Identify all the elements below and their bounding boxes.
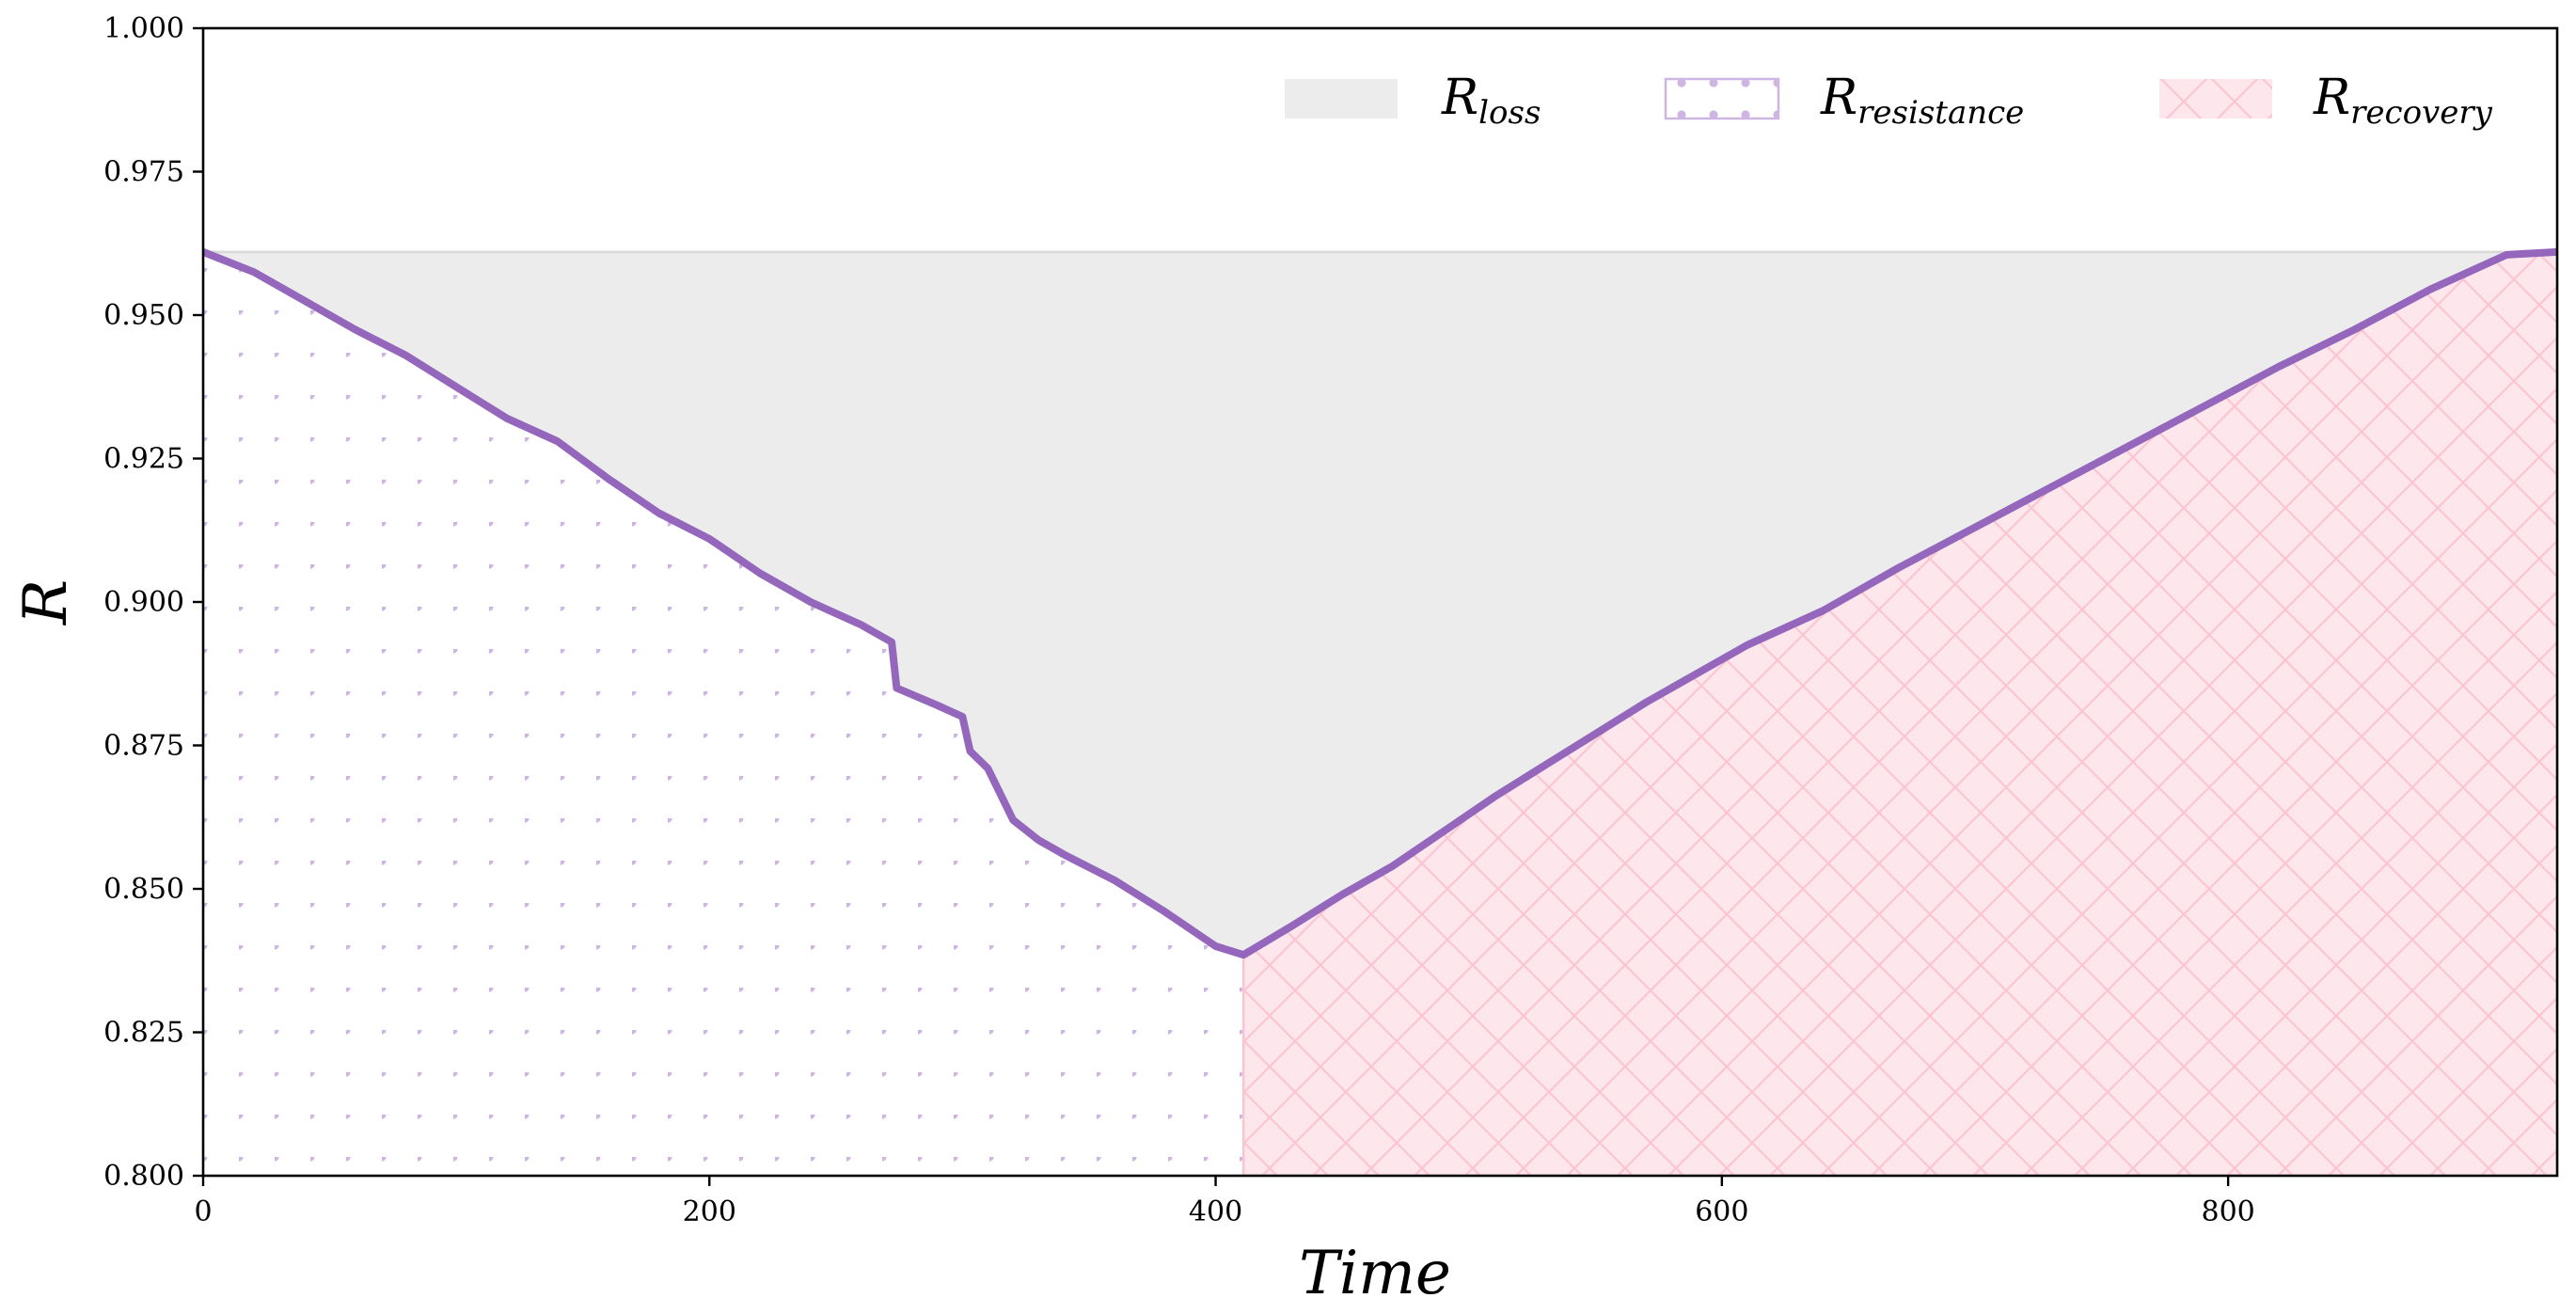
legend-swatch-resistance-dots bbox=[1666, 79, 1778, 119]
x-tick-label: 600 bbox=[1695, 1195, 1748, 1228]
y-axis-title: R bbox=[11, 579, 81, 625]
legend-label-loss: Rloss bbox=[1441, 70, 1541, 132]
y-tick-label: 0.950 bbox=[103, 299, 184, 332]
y-tick-label: 0.825 bbox=[103, 1017, 184, 1050]
legend-item-loss: Rloss bbox=[1285, 70, 1541, 132]
x-axis-title: Time bbox=[1299, 1239, 1451, 1308]
y-tick-label: 0.850 bbox=[103, 873, 184, 906]
legend-label-recovery: Rrecovery bbox=[2313, 70, 2493, 132]
y-tick-label: 0.925 bbox=[103, 443, 184, 476]
resistance-dots bbox=[203, 251, 1244, 1176]
legend: Rloss Rresistance Rrecovery bbox=[1285, 70, 2493, 132]
y-tick-label: 0.800 bbox=[103, 1160, 184, 1193]
y-tick-label: 0.875 bbox=[103, 730, 184, 763]
y-tick-label: 0.900 bbox=[103, 586, 184, 619]
y-axis-ticks: 0.800 0.825 0.850 0.875 0.900 0.925 0.950 0.975… bbox=[103, 12, 203, 1193]
x-tick-label: 200 bbox=[683, 1195, 736, 1228]
series-line-R bbox=[203, 247, 2557, 959]
legend-label-resistance: Rresistance bbox=[1820, 70, 2024, 132]
x-tick-label: 0 bbox=[194, 1195, 212, 1228]
legend-item-resistance: Rresistance bbox=[1664, 70, 2024, 132]
x-tick-label: 400 bbox=[1189, 1195, 1242, 1228]
y-tick-label: 0.975 bbox=[103, 156, 184, 189]
loss-area bbox=[203, 251, 2557, 956]
x-tick-label: 800 bbox=[2201, 1195, 2254, 1228]
legend-item-recovery: Rrecovery bbox=[2159, 70, 2493, 132]
x-axis-ticks: 0 200 400 600 800 bbox=[194, 1176, 2255, 1228]
y-tick-label: 1.000 bbox=[103, 12, 184, 45]
recovery-hatch bbox=[1243, 251, 2557, 1176]
legend-swatch-loss bbox=[1285, 79, 1398, 119]
legend-swatch-recovery-hatch bbox=[2159, 79, 2272, 119]
